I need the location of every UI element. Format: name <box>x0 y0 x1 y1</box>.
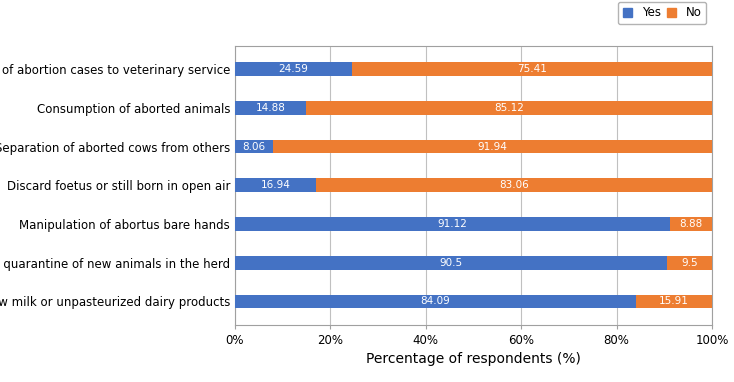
Bar <box>316 178 712 192</box>
Bar <box>235 178 316 192</box>
Bar <box>636 295 712 308</box>
Text: 14.88: 14.88 <box>255 103 286 113</box>
Legend: Yes, No: Yes, No <box>618 2 706 24</box>
Text: 15.91: 15.91 <box>659 296 689 306</box>
Bar <box>235 217 669 231</box>
Text: 75.41: 75.41 <box>517 64 547 74</box>
Bar <box>235 101 306 115</box>
Bar <box>235 295 636 308</box>
Text: 91.94: 91.94 <box>478 142 508 152</box>
Text: 24.59: 24.59 <box>279 64 308 74</box>
Bar <box>352 62 712 76</box>
Text: 85.12: 85.12 <box>494 103 524 113</box>
Text: 8.06: 8.06 <box>242 142 266 152</box>
Bar <box>235 256 666 270</box>
Text: 84.09: 84.09 <box>421 296 451 306</box>
Text: 90.5: 90.5 <box>439 258 462 268</box>
Text: 91.12: 91.12 <box>437 219 467 229</box>
Bar <box>273 140 712 153</box>
Bar <box>235 140 273 153</box>
Bar <box>306 101 712 115</box>
Bar <box>235 62 352 76</box>
Text: 16.94: 16.94 <box>261 180 290 190</box>
X-axis label: Percentage of respondents (%): Percentage of respondents (%) <box>366 352 581 366</box>
Text: 9.5: 9.5 <box>681 258 697 268</box>
Text: 83.06: 83.06 <box>499 180 528 190</box>
Text: 8.88: 8.88 <box>679 219 702 229</box>
Bar <box>666 256 712 270</box>
Bar <box>669 217 712 231</box>
